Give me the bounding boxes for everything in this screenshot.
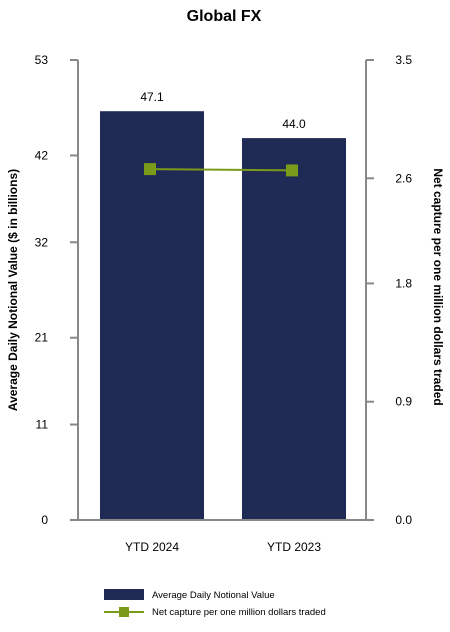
right-axis-tick-label: 0.0 (395, 513, 412, 527)
line-point-marker (286, 164, 298, 177)
bar-value-label: 44.0 (282, 117, 306, 131)
bar (242, 138, 346, 520)
left-axis-tick-label: 42 (35, 148, 49, 162)
legend-swatch-marker (119, 607, 129, 617)
right-axis-label: Net capture per one million dollars trad… (431, 168, 445, 405)
bar-value-label: 47.1 (140, 90, 164, 104)
series-line (149, 168, 293, 172)
right-axis: 0.0 0.9 1.8 2.6 3.5 (365, 53, 412, 527)
bar (100, 111, 204, 520)
legend-label-line: Net capture per one million dollars trad… (152, 607, 326, 618)
x-tick-labels: YTD 2024 YTD 2023 (125, 540, 321, 554)
line-point-marker (144, 163, 156, 176)
bars-layer (100, 111, 346, 520)
right-axis-tick-label: 1.8 (395, 276, 412, 290)
left-axis: 0 11 21 32 42 53 (35, 53, 79, 527)
legend: Average Daily Notional Value Net capture… (104, 589, 326, 618)
x-tick-label: YTD 2024 (125, 540, 179, 554)
line-layer (144, 163, 298, 177)
right-axis-tick-label: 2.6 (395, 171, 412, 185)
left-axis-tick-label: 0 (41, 513, 48, 527)
right-axis-tick-label: 0.9 (395, 395, 412, 409)
legend-label-bar: Average Daily Notional Value (152, 590, 275, 601)
bar-labels-layer: 47.1 44.0 (140, 90, 306, 131)
left-axis-tick-label: 32 (35, 235, 49, 249)
legend-swatch-bar (104, 589, 144, 600)
left-axis-label: Average Daily Notional Value ($ in billi… (6, 169, 20, 411)
left-axis-tick-label: 53 (35, 53, 49, 67)
chart-title: Global FX (187, 8, 262, 25)
x-tick-label: YTD 2023 (267, 540, 321, 554)
left-axis-tick-label: 11 (36, 418, 49, 432)
right-axis-tick-label: 3.5 (395, 53, 412, 67)
left-axis-tick-label: 21 (35, 331, 49, 345)
